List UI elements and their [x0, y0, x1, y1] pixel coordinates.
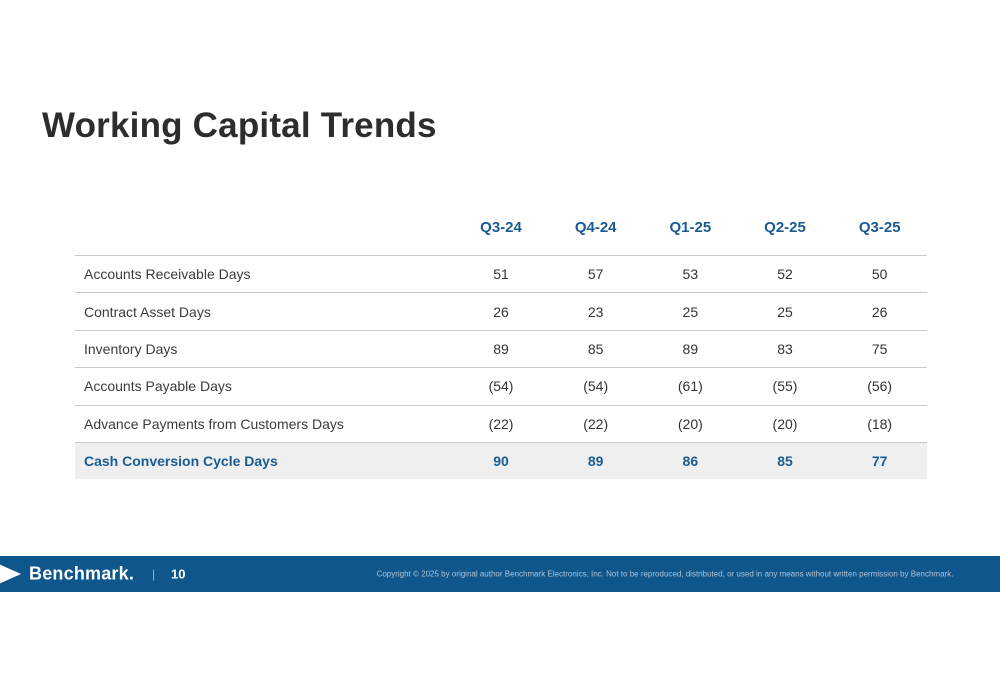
table-cell: 26	[871, 303, 888, 320]
column-header-q1-25: Q1-25	[669, 219, 712, 236]
row-label: Advance Payments from Customers Days	[84, 415, 344, 432]
benchmark-logo: Benchmark.	[29, 563, 135, 584]
table-cell: 52	[777, 266, 793, 283]
table-cell: 75	[871, 340, 888, 357]
table-row: Inventory Days 89 85 89 83 75	[75, 329, 927, 368]
table-cell: (54)	[488, 378, 514, 395]
header-spacer	[75, 218, 454, 238]
table-row-total: Cash Conversion Cycle Days 90 89 86 85 7…	[75, 441, 927, 480]
page-number: 10	[171, 566, 186, 582]
table-cell: (22)	[583, 415, 609, 432]
table-row: Accounts Payable Days (54) (54) (61) (55…	[75, 367, 927, 405]
table-cell: (18)	[867, 415, 893, 432]
footer-divider: |	[152, 567, 156, 581]
column-header-q3-24: Q3-24	[480, 219, 522, 236]
table-row: Contract Asset Days 26 23 25 25 26	[75, 292, 927, 330]
table-cell: 89	[587, 453, 604, 470]
table-cell: 77	[871, 453, 888, 470]
table-row: Advance Payments from Customers Days (22…	[75, 404, 927, 442]
row-label: Inventory Days	[84, 340, 178, 357]
table-cell: 50	[871, 266, 888, 283]
footer-bar: Benchmark. | 10 Copyright © 2025 by orig…	[0, 556, 1000, 592]
row-label: Accounts Receivable Days	[84, 266, 251, 283]
table-cell: (22)	[488, 415, 514, 432]
table-cell: 86	[682, 453, 699, 470]
table-cell: 83	[777, 340, 793, 357]
row-label: Contract Asset Days	[84, 303, 211, 320]
column-header-q2-25: Q2-25	[764, 219, 806, 236]
table-cell: 53	[682, 266, 699, 283]
table-cell: 25	[777, 303, 793, 320]
table-cell: (61)	[677, 378, 703, 395]
table-cell: (20)	[677, 415, 703, 432]
table-cell: 23	[587, 303, 604, 320]
column-header-q4-24: Q4-24	[574, 219, 617, 236]
table-cell: (54)	[583, 378, 609, 395]
table-row: Accounts Receivable Days 51 57 53 52 50	[75, 255, 927, 293]
table-cell: 89	[493, 340, 509, 357]
working-capital-table: Q3-24 Q4-24 Q1-25 Q2-25 Q3-25 Accounts R…	[75, 218, 927, 480]
page-title: Working Capital Trends	[42, 106, 437, 145]
table-cell: 26	[493, 303, 509, 320]
table-cell: 51	[493, 266, 509, 283]
table-cell: 57	[587, 266, 604, 283]
right-arrow-icon	[0, 562, 21, 586]
table-cell: 89	[682, 340, 699, 357]
table-cell: 90	[493, 453, 509, 470]
row-label: Cash Conversion Cycle Days	[84, 453, 278, 470]
table-cell: (56)	[867, 378, 893, 395]
table-header-row: Q3-24 Q4-24 Q1-25 Q2-25 Q3-25	[75, 218, 927, 238]
table-cell: (20)	[772, 415, 798, 432]
table-cell: 85	[587, 340, 604, 357]
table-cell: 25	[682, 303, 699, 320]
table-cell: 85	[777, 453, 793, 470]
row-label: Accounts Payable Days	[84, 378, 232, 395]
copyright-text: Copyright © 2025 by original author Benc…	[376, 569, 954, 579]
table-cell: (55)	[772, 378, 798, 395]
column-header-q3-25: Q3-25	[858, 219, 901, 236]
